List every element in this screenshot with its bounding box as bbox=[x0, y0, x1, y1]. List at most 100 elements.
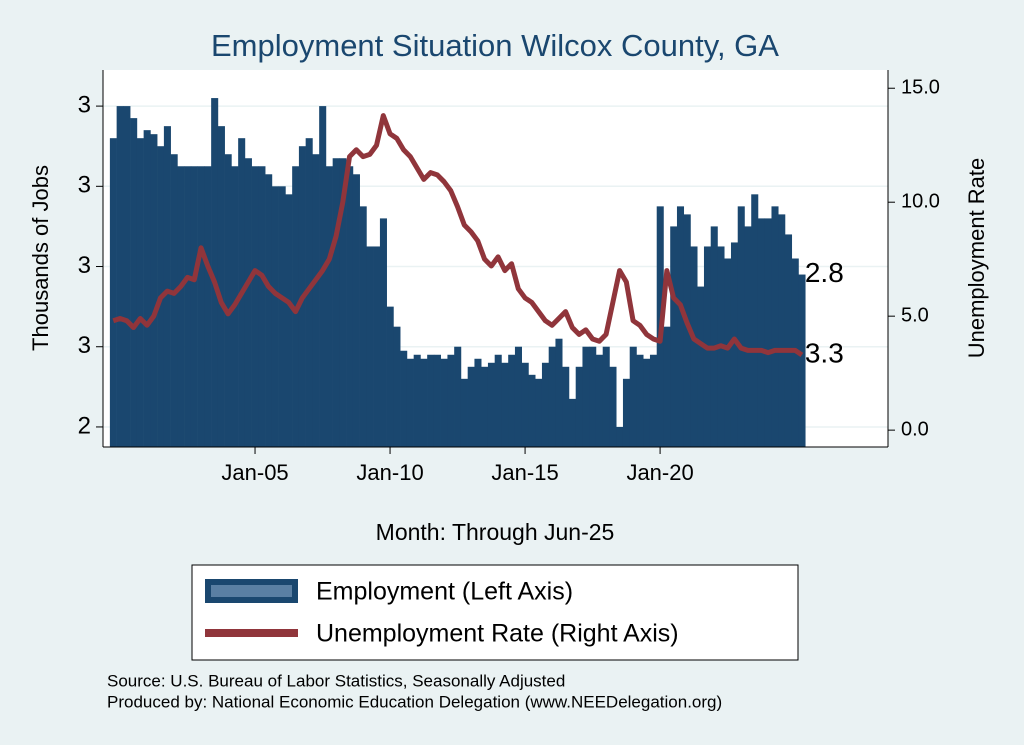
bar bbox=[400, 350, 408, 447]
bar bbox=[413, 354, 421, 447]
producer-note: Produced by: National Economic Education… bbox=[107, 692, 722, 711]
bar bbox=[211, 98, 219, 448]
bar bbox=[460, 378, 468, 447]
bar bbox=[784, 234, 793, 447]
bar bbox=[312, 154, 320, 448]
bar bbox=[467, 366, 475, 447]
bar bbox=[629, 346, 637, 447]
x-tick-label: Jan-05 bbox=[221, 460, 288, 485]
bar bbox=[143, 130, 151, 447]
bar bbox=[184, 166, 192, 448]
bar bbox=[670, 226, 678, 447]
bar bbox=[521, 362, 529, 447]
bar bbox=[454, 346, 462, 447]
bar bbox=[568, 398, 577, 447]
bar bbox=[649, 354, 658, 447]
y2-tick-label: 15.0 bbox=[901, 77, 940, 99]
bar bbox=[136, 138, 144, 447]
bar bbox=[177, 166, 185, 448]
x-axis-title: Month: Through Jun-25 bbox=[376, 519, 615, 545]
y2-axis-title: Unemployment Rate bbox=[964, 158, 989, 359]
y2-tick-label: 0.0 bbox=[901, 418, 929, 440]
bar bbox=[562, 366, 570, 447]
bar bbox=[339, 158, 347, 447]
legend-label: Unemployment Rate (Right Axis) bbox=[316, 620, 679, 648]
bar bbox=[575, 366, 583, 447]
bar bbox=[440, 358, 448, 447]
bar bbox=[325, 166, 333, 448]
bar bbox=[319, 106, 327, 448]
bar bbox=[393, 326, 401, 447]
y-tick-label: 2 bbox=[78, 412, 91, 439]
bar bbox=[373, 246, 381, 447]
bar bbox=[352, 174, 360, 447]
x-tick-label: Jan-20 bbox=[626, 460, 693, 485]
bar bbox=[123, 106, 131, 448]
bar bbox=[163, 126, 171, 448]
bar bbox=[622, 378, 631, 447]
bar bbox=[433, 354, 441, 447]
bar bbox=[265, 174, 273, 447]
bar bbox=[663, 326, 671, 447]
y-tick-label: 3 bbox=[78, 91, 91, 118]
y-tick-label: 3 bbox=[78, 172, 91, 199]
bar bbox=[589, 346, 597, 447]
bar bbox=[386, 306, 394, 447]
legend-swatch-inner bbox=[211, 585, 292, 597]
bar bbox=[602, 346, 610, 447]
bar bbox=[170, 154, 178, 448]
bar bbox=[683, 214, 691, 447]
y-tick-label: 3 bbox=[78, 332, 91, 359]
x-tick-label: Jan-10 bbox=[356, 460, 423, 485]
bar bbox=[494, 354, 502, 447]
x-tick-label: Jan-15 bbox=[491, 460, 558, 485]
bar bbox=[258, 166, 266, 448]
bar bbox=[130, 118, 138, 448]
bar bbox=[217, 126, 225, 448]
bar bbox=[528, 374, 536, 447]
bar bbox=[555, 338, 563, 447]
bar bbox=[271, 186, 279, 447]
bar bbox=[751, 194, 759, 447]
bar bbox=[190, 166, 198, 448]
bar bbox=[420, 358, 428, 447]
bar bbox=[427, 354, 435, 447]
bar bbox=[332, 158, 340, 447]
bar bbox=[150, 134, 158, 447]
bar bbox=[771, 206, 779, 447]
y2-tick-label: 5.0 bbox=[901, 304, 929, 326]
bar bbox=[724, 258, 732, 447]
bar bbox=[116, 106, 124, 448]
bar bbox=[609, 366, 617, 447]
bar bbox=[474, 358, 482, 447]
value-label: 3.3 bbox=[805, 337, 844, 368]
bar bbox=[737, 206, 745, 447]
bar bbox=[730, 242, 739, 447]
bar bbox=[251, 166, 259, 448]
bar bbox=[224, 154, 232, 448]
bar bbox=[346, 166, 354, 448]
bar bbox=[366, 246, 374, 447]
value-label: 2.8 bbox=[805, 257, 844, 288]
bar bbox=[636, 354, 644, 447]
bar bbox=[535, 378, 543, 447]
line bbox=[112, 113, 804, 357]
bar bbox=[798, 274, 806, 447]
bar bbox=[481, 366, 489, 447]
bar bbox=[285, 194, 293, 447]
bar bbox=[710, 226, 718, 447]
bar bbox=[109, 138, 117, 447]
chart-title: Employment Situation Wilcox County, GA bbox=[211, 28, 779, 63]
bar bbox=[541, 362, 549, 447]
bar bbox=[197, 166, 205, 448]
bar bbox=[595, 354, 604, 447]
y-tick-label: 3 bbox=[78, 252, 91, 279]
bar bbox=[501, 362, 509, 447]
bar bbox=[697, 286, 705, 447]
bar bbox=[582, 346, 590, 447]
bar bbox=[514, 346, 522, 447]
bar bbox=[406, 358, 414, 447]
bar bbox=[487, 362, 495, 447]
